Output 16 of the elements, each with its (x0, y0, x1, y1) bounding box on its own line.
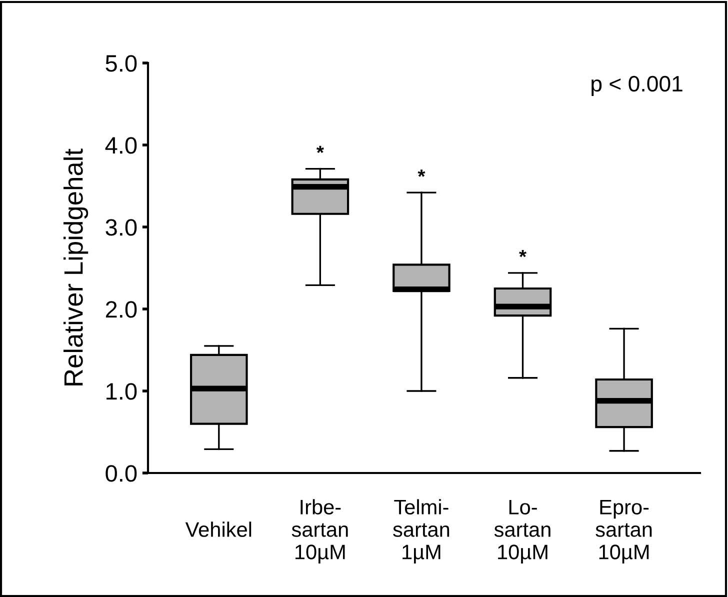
y-tick-label: 2.0 (106, 301, 137, 318)
y-tick-label: 1.0 (106, 383, 137, 400)
y-axis-title: Relativer Lipidgehalt (64, 148, 88, 386)
y-tick-label: 3.0 (106, 219, 137, 236)
y-tick-label: 0.0 (106, 465, 137, 482)
annotation: * (519, 250, 527, 258)
x-tick-label: Lo- sartan 10µM (494, 500, 550, 564)
x-tick-label: Irbe- sartan 10µM (292, 499, 348, 564)
x-tick-label: Vehikel (185, 522, 252, 537)
annotation: * (418, 170, 426, 177)
annotation: * (316, 146, 324, 154)
y-tick-label: 5.0 (106, 55, 137, 72)
x-tick-label: Telmi- sartan 1µM (393, 499, 450, 564)
x-tick-label: Epro- sartan 10µM (596, 500, 652, 564)
y-tick-label: 4.0 (105, 137, 137, 154)
annotation: p < 0.001 (592, 76, 682, 96)
